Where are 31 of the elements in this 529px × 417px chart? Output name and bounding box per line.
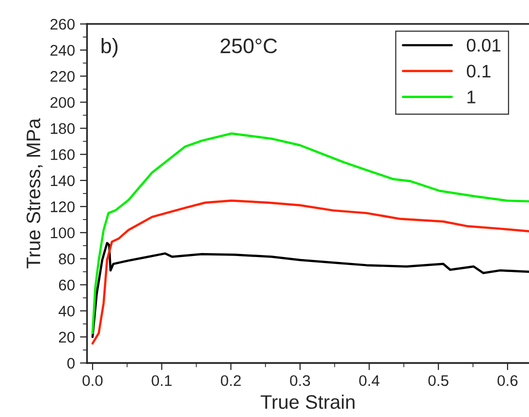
y-tick-label: 220	[50, 71, 75, 82]
y-tick-label: 0	[67, 358, 75, 369]
annotation: 250°C	[220, 38, 277, 54]
x-tick-label: 0.6	[498, 375, 518, 386]
x-tick-label: 0.0	[82, 375, 103, 386]
x-tick-label: 0.1	[152, 375, 172, 386]
x-tick-label: 0.5	[428, 375, 448, 386]
line-series	[91, 242, 529, 338]
legend-label: 0.01	[466, 38, 500, 52]
line-series	[91, 200, 529, 345]
y-tick-label: 260	[50, 18, 75, 30]
y-tick-label: 80	[58, 254, 75, 264]
y-tick-label: 140	[50, 175, 75, 186]
line-series	[91, 132, 529, 334]
x-axis-title: True Strain	[260, 394, 354, 409]
x-tick-label: 0.2	[220, 375, 241, 386]
y-tick-label: 20	[58, 332, 75, 343]
y-tick-label: 60	[59, 280, 75, 290]
y-tick-label: 180	[50, 123, 75, 134]
y-tick-label: 120	[50, 201, 75, 212]
y-axis-title: True Stress, MPa	[26, 118, 43, 268]
annotation: b)	[102, 38, 118, 58]
y-tick-label: 100	[50, 227, 75, 238]
y-tick-label: 40	[58, 306, 75, 317]
x-tick-label: 0.3	[290, 375, 310, 386]
y-tick-label: 200	[50, 97, 75, 108]
legend-label: 0.1	[466, 64, 490, 78]
y-tick-label: 160	[50, 149, 75, 160]
y-tick-label: 240	[50, 44, 75, 56]
x-tick-label: 0.4	[359, 375, 380, 386]
legend-label: 1	[468, 90, 476, 104]
